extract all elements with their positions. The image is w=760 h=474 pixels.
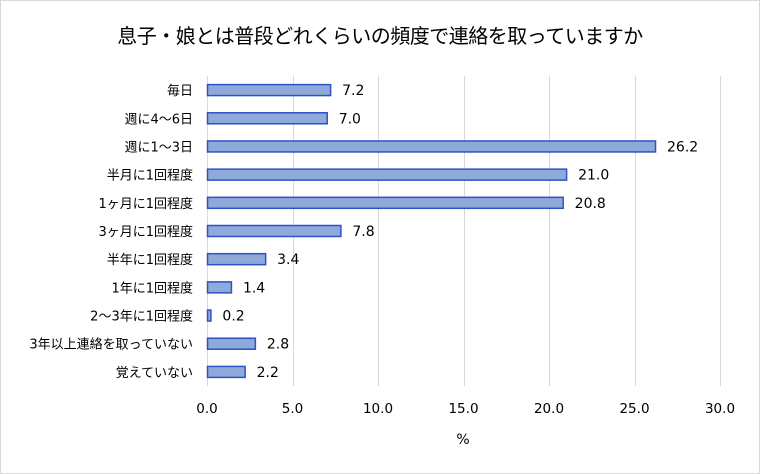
category-label: 3ヶ月に1回程度: [98, 224, 193, 240]
category-label: 2〜3年に1回程度: [90, 309, 193, 325]
bar: [206, 83, 332, 97]
category-label: 覚えていない: [116, 366, 193, 381]
x-tick-label: 20.0: [534, 401, 564, 417]
x-tick-label: 0.0: [196, 401, 217, 417]
category-label: 半月に1回程度: [107, 168, 193, 184]
bar: [206, 112, 328, 125]
data-label: 20.8: [575, 196, 606, 212]
chart-title: 息子・娘とは普段どれくらいの頻度で連絡を取っていますか: [117, 24, 643, 48]
x-tick-label: 25.0: [619, 401, 649, 417]
data-label: 2.8: [267, 337, 289, 353]
x-tick-labels: 0.0 5.0 10.0 15.0 20.0 25.0 30.0: [196, 401, 735, 417]
bar: [206, 337, 257, 350]
bar: [206, 281, 233, 294]
category-label: 1ヶ月に1回程度: [98, 196, 193, 212]
bar: [206, 168, 568, 181]
x-tick-label: 10.0: [363, 401, 393, 417]
x-tick-label: 30.0: [705, 401, 735, 417]
data-label: 7.8: [352, 224, 374, 240]
category-label: 週に4〜6日: [124, 112, 193, 127]
data-label: 26.2: [667, 139, 698, 155]
category-label: 3年以上連絡を取っていない: [29, 337, 193, 353]
data-label: 7.2: [342, 83, 364, 99]
bar: [206, 309, 212, 322]
x-axis-label: %: [456, 432, 469, 448]
category-label: 1年に1回程度: [111, 280, 193, 296]
data-label: 3.4: [277, 252, 299, 268]
bar: [206, 196, 564, 210]
data-label: 7.0: [339, 111, 361, 127]
category-label: 半年に1回程度: [107, 252, 193, 268]
x-tick-label: 5.0: [282, 401, 303, 417]
bar: [206, 365, 246, 379]
gridlines: [207, 76, 721, 386]
data-labels: 7.2 7.0 26.2 21.0 20.8 7.8 3.4 1.4 0.2 2.8 2.2: [222, 83, 698, 381]
bar: [206, 252, 267, 266]
data-label: 1.4: [243, 280, 265, 296]
bar: [206, 140, 657, 153]
data-label: 21.0: [578, 168, 609, 184]
bars: [206, 83, 657, 379]
category-label: 毎日: [167, 83, 193, 99]
data-label: 2.2: [257, 365, 279, 381]
bar: [206, 224, 342, 238]
x-tick-label: 15.0: [448, 401, 478, 417]
category-label: 週に1〜3日: [124, 140, 193, 155]
data-label: 0.2: [222, 309, 244, 325]
